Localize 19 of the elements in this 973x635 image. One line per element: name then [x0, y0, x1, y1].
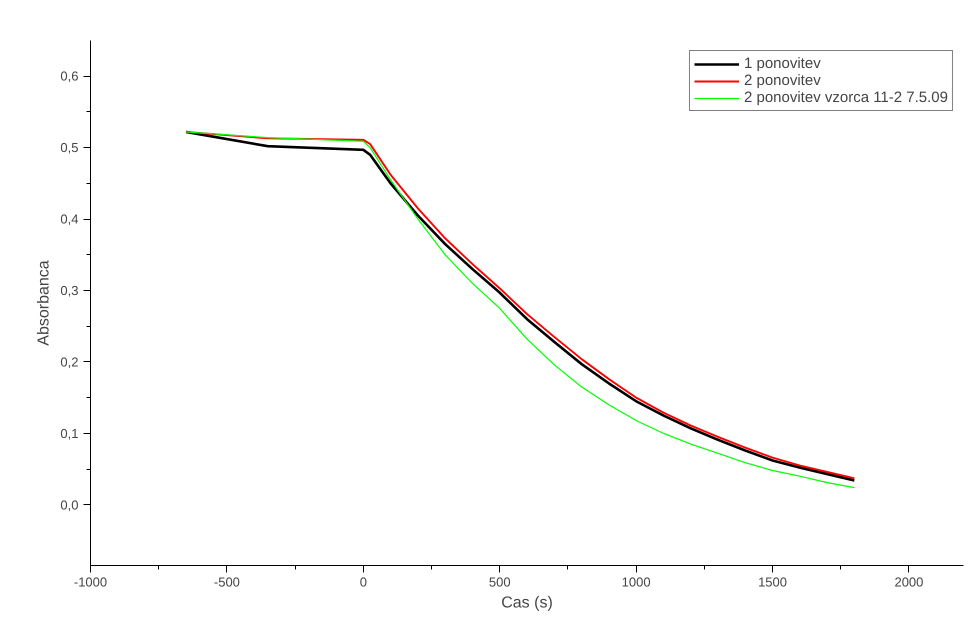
x-tick-label: 1500	[758, 574, 787, 590]
y-tick-label: 0,5	[60, 140, 79, 156]
y-tick-label: 0,0	[60, 497, 79, 512]
x-tick-label: 0	[360, 574, 367, 590]
y-tick-label: 0,4	[60, 212, 79, 227]
y-tick-label: 0,3	[60, 283, 79, 298]
y-tick-label: 0,2	[60, 354, 79, 370]
x-tick-label: 500	[488, 574, 511, 590]
y-tick-label: 0,6	[60, 68, 79, 84]
x-axis-title: Cas (s)	[501, 594, 553, 612]
y-tick-label: 0,1	[60, 426, 79, 441]
legend-label: 1 ponovitev	[744, 55, 821, 72]
legend-label: 2 ponovitev vzorca 11-2 7.5.09	[744, 89, 948, 106]
legend-label: 2 ponovitev	[744, 72, 821, 89]
x-tick-label: -500	[214, 574, 240, 590]
x-tick-label: 1000	[622, 574, 651, 590]
x-tick-label: 2000	[894, 574, 924, 590]
x-tick-label: -1000	[74, 574, 108, 590]
y-axis-title: Absorbanca	[35, 260, 52, 346]
